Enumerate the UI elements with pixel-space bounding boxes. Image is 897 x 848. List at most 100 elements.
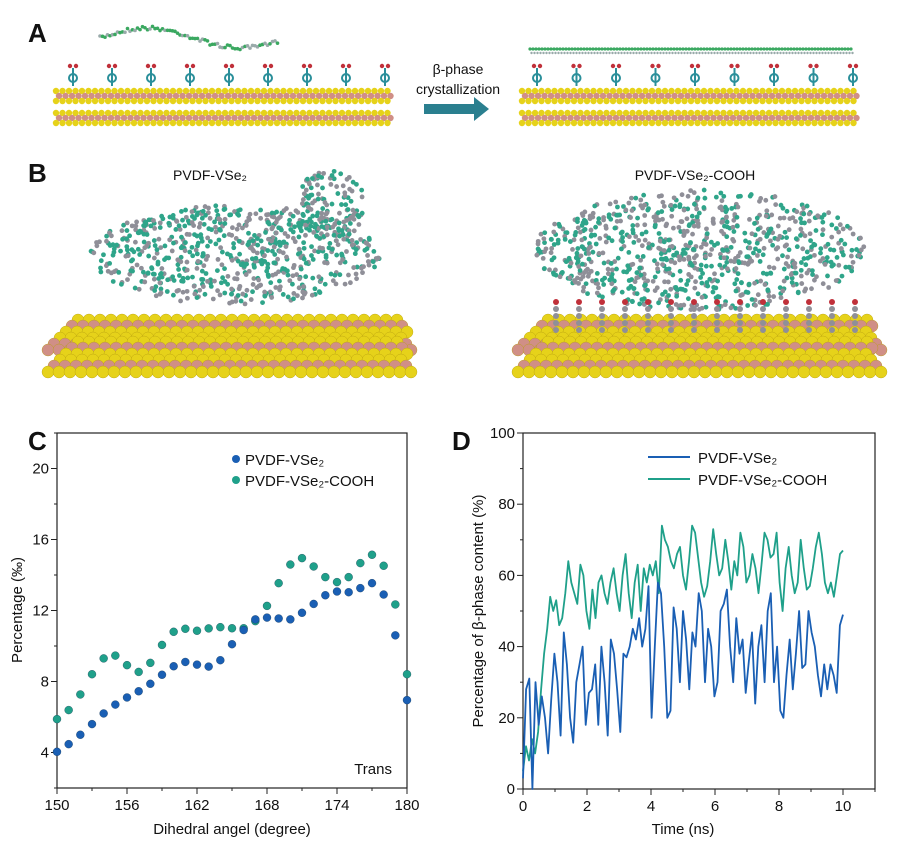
- atom: [285, 294, 291, 300]
- atom: [590, 87, 597, 95]
- atom: [778, 109, 786, 117]
- atom: [263, 92, 271, 100]
- atom: [564, 230, 570, 236]
- atom: [202, 291, 208, 297]
- atom: [254, 87, 261, 95]
- x-tick-label: 150: [44, 797, 69, 814]
- atom: [677, 268, 683, 274]
- atom: [852, 313, 858, 319]
- atom: [553, 320, 559, 326]
- atom: [803, 262, 809, 268]
- atom: [700, 97, 708, 105]
- atom: [236, 238, 242, 244]
- atom: [182, 223, 188, 229]
- atom: [827, 51, 830, 55]
- atom: [256, 277, 262, 283]
- atom: [175, 257, 181, 263]
- atom: [752, 221, 757, 226]
- atom: [162, 243, 168, 249]
- atom: [626, 200, 632, 206]
- atom: [842, 241, 848, 247]
- atom: [156, 109, 164, 117]
- atom: [738, 47, 742, 51]
- atom: [518, 109, 526, 117]
- atom: [290, 273, 296, 279]
- atom: [752, 280, 758, 286]
- atom: [150, 119, 157, 127]
- atom: [302, 92, 310, 100]
- atom: [764, 51, 767, 55]
- atom: [618, 47, 622, 51]
- atom: [285, 234, 291, 239]
- atom: [590, 278, 595, 284]
- atom: [195, 119, 203, 127]
- atom: [845, 51, 848, 55]
- atom: [309, 292, 315, 298]
- cooh-linker-icon: [571, 63, 582, 86]
- atom: [228, 97, 235, 105]
- atom: [159, 114, 167, 122]
- atom: [287, 217, 292, 223]
- atom: [722, 51, 725, 55]
- atom: [94, 243, 100, 249]
- atom: [216, 237, 222, 243]
- atom: [533, 51, 536, 55]
- cooh-linker-icon: [379, 63, 391, 86]
- atom: [590, 210, 596, 216]
- atom: [544, 119, 552, 127]
- atom: [596, 216, 602, 222]
- atom: [554, 92, 561, 100]
- atom: [694, 97, 701, 105]
- atom: [645, 306, 651, 312]
- atom: [332, 109, 339, 117]
- atom: [253, 255, 259, 261]
- atom: [367, 92, 375, 100]
- atom: [291, 262, 297, 268]
- atom: [685, 278, 691, 284]
- atom: [59, 119, 66, 127]
- atom: [208, 119, 216, 127]
- atom: [622, 299, 628, 305]
- atom: [569, 51, 572, 55]
- atom: [179, 234, 184, 240]
- atom: [521, 92, 529, 100]
- atom: [849, 247, 855, 253]
- atom: [775, 92, 782, 100]
- atom: [659, 51, 662, 55]
- atom: [662, 279, 667, 285]
- atom: [833, 114, 841, 122]
- atom: [177, 227, 183, 232]
- atom: [828, 247, 833, 253]
- legend-label-vse2: PVDF-VSe₂: [245, 452, 324, 469]
- atom: [586, 92, 594, 100]
- atom: [259, 249, 265, 255]
- atom: [549, 246, 555, 251]
- atom: [746, 282, 752, 288]
- atom: [177, 273, 182, 278]
- atom: [273, 39, 277, 43]
- atom: [625, 92, 633, 100]
- atom: [276, 92, 284, 100]
- atom: [300, 184, 306, 189]
- atom: [361, 114, 368, 122]
- atom: [580, 274, 586, 279]
- atom: [363, 240, 369, 246]
- atom: [804, 249, 810, 255]
- atom: [290, 281, 295, 287]
- atom: [145, 270, 151, 276]
- atom: [615, 212, 621, 218]
- atom: [96, 365, 110, 379]
- cooh-linker-icon: [553, 299, 559, 333]
- atom: [662, 289, 668, 295]
- atom: [615, 255, 621, 261]
- atom: [726, 97, 734, 105]
- atom: [201, 221, 207, 227]
- atom: [650, 51, 653, 55]
- atom: [734, 51, 737, 55]
- atom: [189, 220, 195, 225]
- atom: [608, 216, 614, 222]
- atom: [576, 327, 582, 333]
- atom: [831, 262, 836, 268]
- atom: [634, 291, 640, 297]
- atom: [152, 226, 158, 231]
